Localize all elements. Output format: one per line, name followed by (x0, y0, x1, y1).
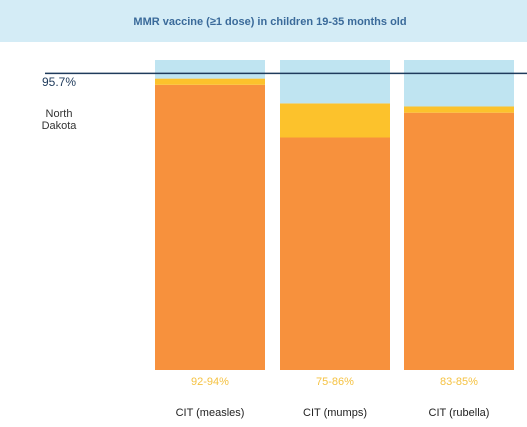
bar-segment (404, 112, 514, 370)
bar-segment (155, 84, 265, 371)
x-tick-label: CIT (rubella) (429, 407, 490, 419)
reference-name-label: North Dakota (41, 108, 77, 132)
bar-segment (280, 103, 390, 138)
bar-segment (155, 60, 265, 79)
range-label: 75-86% (316, 376, 354, 388)
bar-segment (155, 78, 265, 85)
x-tick-label: CIT (measles) (176, 407, 245, 419)
range-label: 92-94% (191, 376, 229, 388)
bar-segment (404, 106, 514, 113)
title-banner (0, 0, 527, 42)
reference-value-label: 95.7% (41, 75, 77, 89)
bar-segment (404, 60, 514, 107)
x-tick-label: CIT (mumps) (303, 407, 367, 419)
bar-segment (280, 137, 390, 370)
bar-segment (280, 60, 390, 104)
chart-title: MMR vaccine (≥1 dose) in children 19-35 … (133, 16, 406, 28)
range-label: 83-85% (440, 376, 478, 388)
